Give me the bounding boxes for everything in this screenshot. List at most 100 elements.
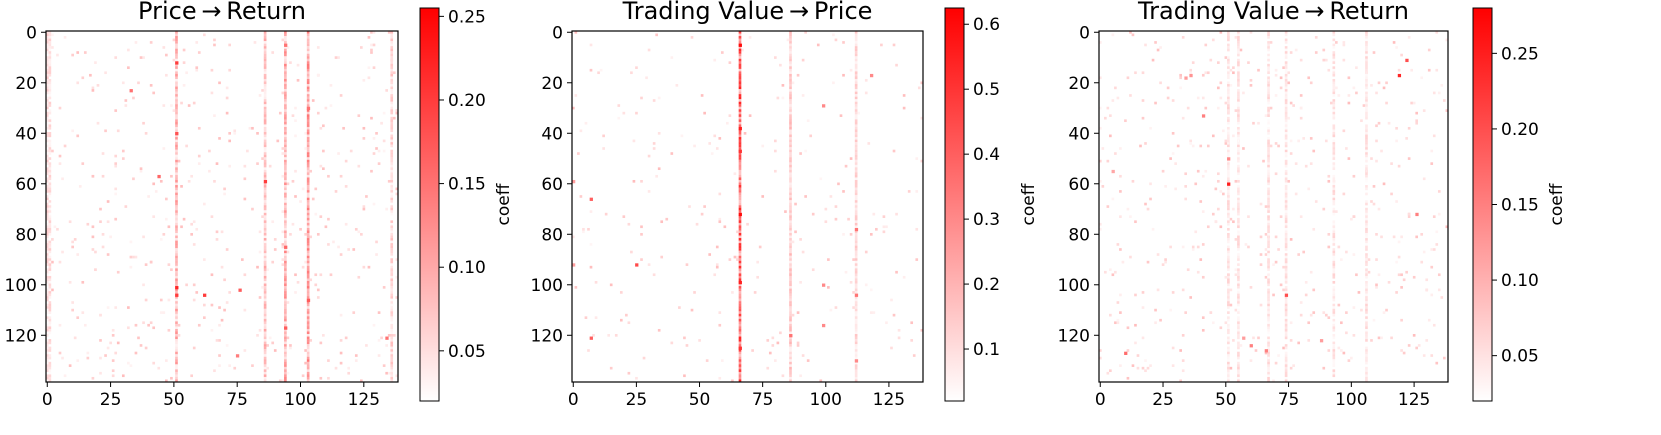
heatmap-cell: [73, 238, 77, 241]
heatmap-cell: [263, 326, 267, 330]
heatmap-cell: [1365, 243, 1368, 246]
heatmap-cell: [738, 162, 742, 165]
heatmap-cell: [48, 278, 52, 282]
heatmap-cell: [46, 167, 49, 171]
heatmap-cell: [854, 328, 858, 332]
heatmap-cell: [710, 152, 714, 155]
heatmap-cell: [789, 225, 792, 229]
heatmap-cell: [347, 371, 351, 375]
heatmap-cell: [306, 46, 310, 49]
heatmap-cell: [738, 341, 742, 345]
heatmap-cell: [1237, 303, 1240, 307]
heatmap-cell: [152, 182, 156, 186]
heatmap-cell: [1227, 154, 1230, 158]
heatmap-cell: [306, 179, 310, 183]
heatmap-cell: [1237, 371, 1240, 375]
heatmap-cell: [306, 273, 310, 277]
y-tick-label: 20: [15, 74, 37, 94]
heatmap-cell: [111, 328, 115, 332]
heatmap-cell: [306, 321, 310, 325]
heatmap-cell: [1284, 192, 1288, 196]
heatmap-cell: [1322, 207, 1326, 211]
heatmap-cell: [572, 235, 575, 239]
heatmap-cell: [882, 225, 886, 229]
x-tick-label: 75: [226, 390, 248, 410]
y-tick-label: 80: [1068, 225, 1090, 245]
heatmap-cell: [1304, 293, 1308, 297]
heatmap-cell: [225, 248, 229, 251]
colorbar-label: coeff: [494, 182, 514, 225]
heatmap-cell: [789, 41, 792, 44]
heatmap-cell: [220, 265, 224, 269]
heatmap-cell: [48, 68, 52, 72]
heatmap-cell: [175, 106, 178, 110]
heatmap-cell: [1164, 260, 1167, 264]
heatmap-cell: [1227, 157, 1231, 161]
heatmap-cell: [256, 132, 259, 135]
heatmap-cell: [789, 101, 792, 105]
heatmap-cell: [177, 323, 181, 327]
heatmap-cell: [175, 356, 178, 360]
heatmap-cell: [789, 376, 792, 380]
heatmap-cell: [864, 78, 868, 82]
heatmap-cell: [1332, 81, 1336, 85]
heatmap-cell: [1284, 99, 1288, 102]
heatmap-cell: [306, 238, 310, 241]
heatmap-cell: [1327, 179, 1331, 183]
heatmap-cell: [854, 278, 858, 282]
heatmap-cell: [718, 376, 722, 380]
heatmap-cell: [1407, 212, 1411, 216]
heatmap-cell: [263, 96, 267, 100]
heatmap-cell: [306, 366, 310, 370]
heatmap-cell: [175, 63, 178, 67]
heatmap-cell: [228, 291, 231, 294]
heatmap-cell: [1284, 303, 1288, 307]
heatmap-cell: [1362, 104, 1366, 107]
heatmap-cell: [1365, 132, 1368, 135]
heatmap-cell: [690, 36, 694, 39]
heatmap-cell: [849, 233, 853, 236]
heatmap-cell: [390, 152, 394, 155]
heatmap-cell: [789, 96, 792, 100]
heatmap-cell: [1267, 114, 1270, 117]
heatmap-cell: [589, 243, 593, 246]
heatmap-cell: [693, 291, 696, 294]
heatmap-cell: [94, 250, 97, 254]
heatmap-cell: [584, 121, 588, 125]
heatmap-cell: [1237, 177, 1240, 181]
heatmap-cell: [1156, 253, 1160, 256]
heatmap-cell: [794, 230, 797, 234]
heatmap-cell: [582, 230, 585, 234]
heatmap-cell: [1284, 243, 1288, 246]
heatmap-cell: [268, 164, 272, 168]
heatmap-cell: [1289, 339, 1293, 342]
heatmap-cell: [1242, 91, 1245, 95]
heatmap-cell: [284, 207, 287, 211]
heatmap-cell: [306, 169, 310, 173]
heatmap-cell: [1365, 63, 1368, 67]
heatmap-cell: [390, 326, 394, 330]
heatmap-cell: [46, 376, 49, 380]
heatmap-cell: [1149, 364, 1152, 367]
heatmap-cell: [602, 147, 605, 150]
heatmap-cell: [854, 316, 858, 319]
heatmap-cell: [1184, 197, 1188, 201]
heatmap-cell: [46, 58, 49, 62]
heatmap-cell: [48, 220, 52, 224]
heatmap-cell: [1126, 349, 1130, 352]
heatmap-cell: [1267, 273, 1270, 277]
heatmap-cell: [377, 149, 381, 153]
heatmap-cell: [1365, 152, 1368, 155]
heatmap-cell: [854, 222, 858, 226]
heatmap-cell: [284, 66, 287, 70]
heatmap-cell: [306, 311, 310, 314]
heatmap-cell: [390, 306, 394, 309]
heatmap-cell: [284, 190, 287, 193]
heatmap-cell: [630, 250, 633, 254]
heatmap-cell: [1397, 164, 1401, 168]
heatmap-cell: [284, 137, 287, 140]
heatmap-cell: [48, 109, 52, 112]
heatmap-cell: [281, 258, 285, 261]
heatmap-cell: [48, 121, 52, 125]
heatmap-cell: [1267, 177, 1270, 181]
